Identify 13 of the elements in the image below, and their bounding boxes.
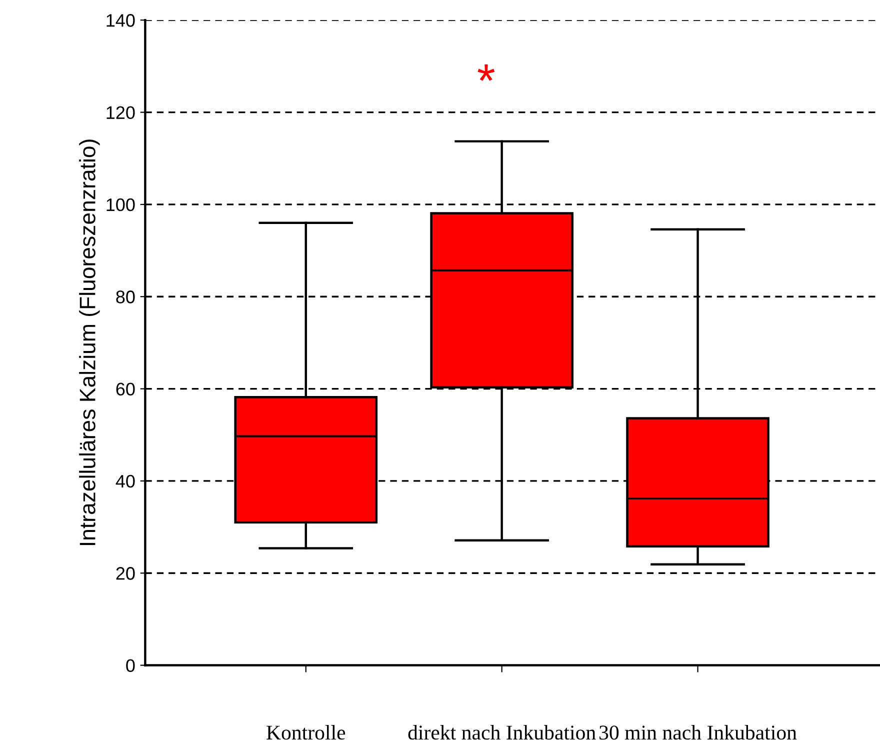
x-tick-label: Kontrolle (266, 725, 346, 740)
y-tick-label: 80 (116, 290, 135, 304)
y-tick-label: 140 (106, 14, 135, 27)
y-tick-label: 100 (106, 198, 135, 212)
y-tick-label: 40 (116, 474, 135, 488)
x-tick-label: 30 min nach Inkubation (600, 725, 797, 740)
annotation: * (478, 64, 495, 81)
x-tick-label: direkt nach Inkubation (408, 725, 596, 740)
y-tick-label: 120 (106, 106, 135, 119)
y-tick-label: 20 (116, 567, 135, 580)
y-tick-label: 0 (126, 659, 135, 672)
y-axis-title: Intrazelluläres Kalzium (Fluoreszenzratio) (79, 140, 100, 546)
y-tick-label: 60 (116, 382, 135, 396)
